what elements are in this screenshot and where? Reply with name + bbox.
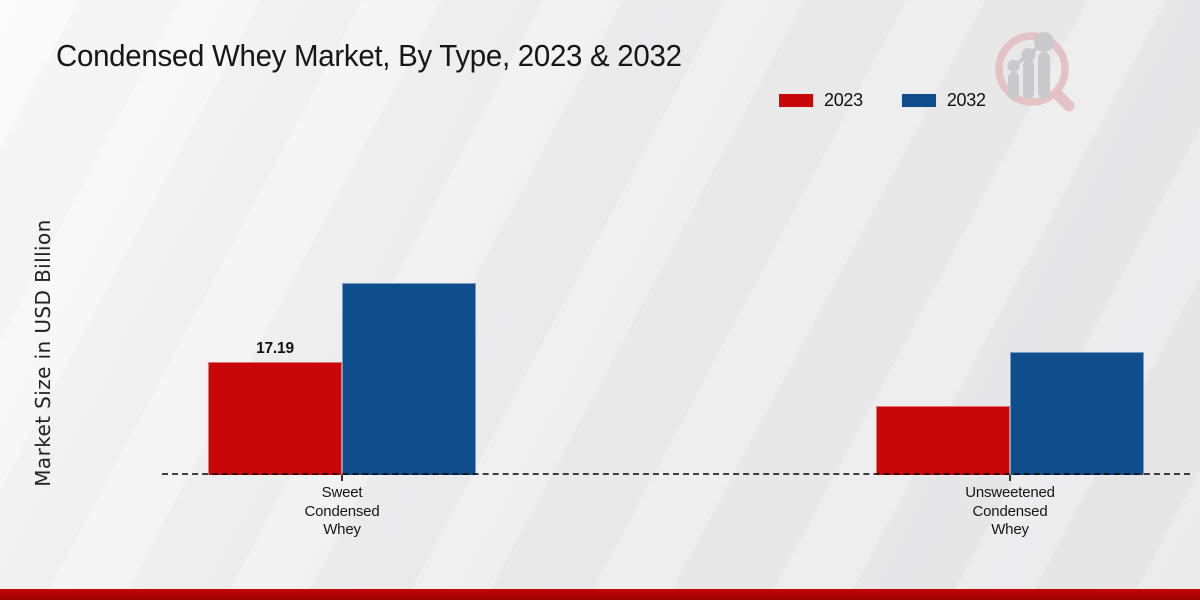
category-label-sweet-condensed-whey: Sweet Condensed Whey (304, 484, 380, 538)
bar-2023-unsweetened-condensed-whey (876, 406, 1010, 475)
legend-swatch-2032 (900, 93, 937, 108)
legend-item-2032: 2032 (900, 90, 986, 111)
magnifier-handle (1052, 89, 1075, 112)
x-axis-baseline (162, 473, 1190, 475)
bar-2032-unsweetened-condensed-whey (1010, 352, 1144, 475)
category-label-unsweetened-condensed-whey: Unsweetened Condensed Whey (965, 484, 1055, 538)
legend-label-2023: 2023 (824, 90, 863, 110)
logo-bar-large (1038, 52, 1050, 99)
legend: 2023 2032 (778, 90, 986, 111)
bar-value-label: 17.19 (256, 340, 294, 357)
chart-title: Condensed Whey Market, By Type, 2023 & 2… (56, 38, 682, 73)
logo-bar-medium (1023, 60, 1034, 99)
logo-dot-large (1034, 32, 1054, 52)
bar-2032-sweet-condensed-whey (342, 283, 476, 475)
axis-tick-sweet-condensed-whey (341, 475, 343, 481)
legend-item-2023: 2023 (778, 90, 863, 111)
logo-dot-medium (1021, 48, 1036, 62)
magnifier-ring (995, 32, 1069, 106)
magnifier-growth-chart-logo-icon (995, 32, 1075, 112)
logo-dot-small (1007, 60, 1020, 72)
bottom-accent-band (0, 589, 1200, 600)
logo-bar-small (1008, 72, 1019, 99)
legend-label-2032: 2032 (946, 90, 986, 110)
bar-2023-sweet-condensed-whey (208, 362, 342, 475)
axis-tick-unsweetened-condensed-whey (1009, 475, 1011, 481)
legend-swatch-2023 (778, 93, 814, 108)
